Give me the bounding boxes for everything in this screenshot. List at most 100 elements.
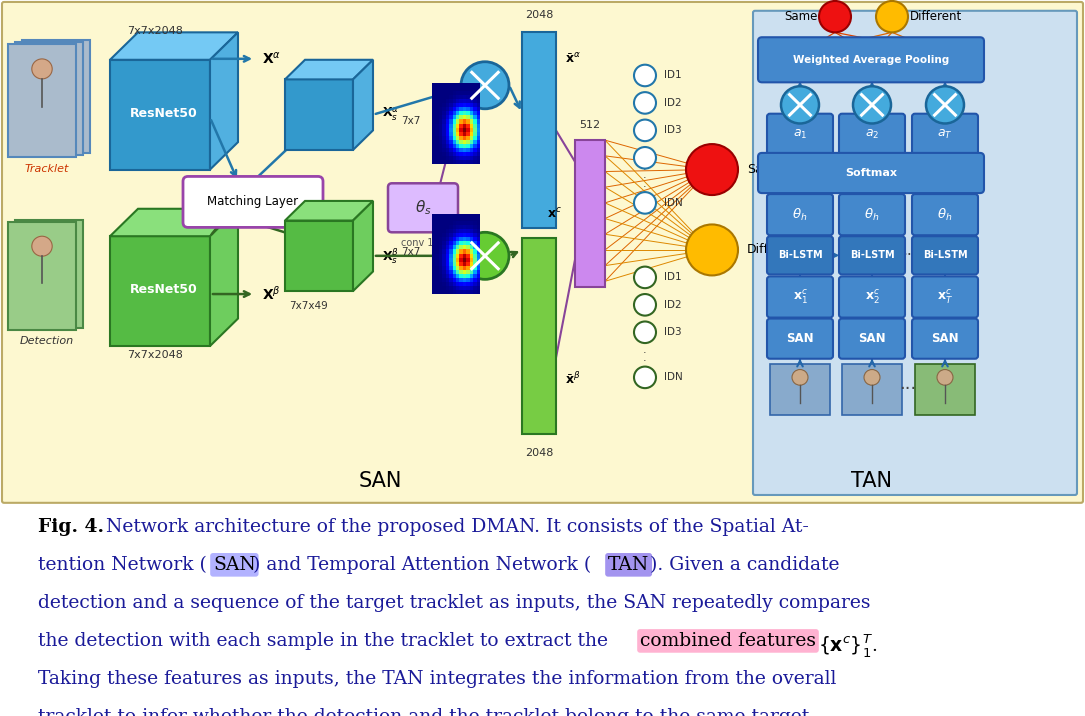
- Circle shape: [39, 57, 60, 77]
- Text: $\mathbf{x}^c$: $\mathbf{x}^c$: [547, 207, 562, 221]
- FancyBboxPatch shape: [767, 114, 833, 155]
- Polygon shape: [110, 60, 210, 170]
- Circle shape: [686, 144, 738, 195]
- FancyBboxPatch shape: [839, 194, 905, 236]
- Text: Same: Same: [746, 163, 782, 176]
- Text: ID2: ID2: [664, 98, 681, 108]
- Text: ResNet50: ResNet50: [130, 107, 197, 120]
- Text: conv 1x1: conv 1x1: [400, 238, 445, 248]
- Text: the detection with each sample in the tracklet to extract the: the detection with each sample in the tr…: [38, 632, 608, 650]
- Text: ) and Temporal Attention Network (: ) and Temporal Attention Network (: [253, 556, 591, 574]
- FancyBboxPatch shape: [767, 276, 833, 318]
- Text: 7x7x49: 7x7x49: [289, 301, 328, 311]
- Circle shape: [31, 59, 52, 79]
- Text: $\theta_s$: $\theta_s$: [414, 198, 432, 217]
- FancyBboxPatch shape: [912, 114, 978, 155]
- Circle shape: [31, 236, 52, 256]
- Text: IDN: IDN: [664, 198, 682, 208]
- FancyBboxPatch shape: [753, 11, 1077, 495]
- Text: $a_2$: $a_2$: [865, 127, 879, 141]
- Text: 2048: 2048: [525, 448, 553, 458]
- Circle shape: [634, 192, 656, 213]
- Polygon shape: [353, 201, 373, 291]
- Text: Matching Layer: Matching Layer: [207, 195, 298, 208]
- Text: $a_T$: $a_T$: [937, 127, 953, 141]
- Circle shape: [792, 369, 808, 385]
- FancyBboxPatch shape: [758, 37, 984, 82]
- Text: ID3: ID3: [664, 327, 681, 337]
- FancyBboxPatch shape: [770, 364, 830, 415]
- Text: ). Given a candidate: ). Given a candidate: [650, 556, 840, 574]
- Text: SAN: SAN: [931, 332, 959, 345]
- FancyBboxPatch shape: [842, 364, 902, 415]
- Text: ID1: ID1: [664, 70, 681, 80]
- Text: Bi-LSTM: Bi-LSTM: [850, 251, 894, 261]
- Circle shape: [853, 86, 891, 123]
- FancyBboxPatch shape: [767, 319, 833, 359]
- Circle shape: [634, 64, 656, 86]
- Text: ·
·
·: · · ·: [643, 339, 647, 367]
- Text: detection and a sequence of the target tracklet as inputs, the SAN repeatedly co: detection and a sequence of the target t…: [38, 594, 870, 612]
- FancyBboxPatch shape: [758, 153, 984, 193]
- Polygon shape: [285, 79, 353, 150]
- FancyBboxPatch shape: [839, 319, 905, 359]
- Text: Fig. 4.: Fig. 4.: [38, 518, 104, 536]
- Text: SAN: SAN: [358, 471, 401, 491]
- Text: TAN: TAN: [608, 556, 649, 574]
- FancyBboxPatch shape: [912, 194, 978, 236]
- Text: ResNet50: ResNet50: [130, 283, 197, 296]
- FancyBboxPatch shape: [915, 364, 975, 415]
- Text: Different: Different: [746, 243, 802, 256]
- Text: Tracklet: Tracklet: [25, 164, 69, 174]
- FancyBboxPatch shape: [388, 183, 458, 232]
- Text: tention Network (: tention Network (: [38, 556, 207, 574]
- Text: 2048: 2048: [525, 9, 553, 19]
- Polygon shape: [285, 201, 373, 221]
- Text: $\theta_h$: $\theta_h$: [865, 207, 880, 223]
- Circle shape: [46, 55, 66, 74]
- Text: ID2: ID2: [664, 300, 681, 310]
- Text: Softmax: Softmax: [845, 168, 897, 178]
- Circle shape: [634, 294, 656, 316]
- Circle shape: [634, 321, 656, 343]
- Text: Taking these features as inputs, the TAN integrates the information from the ove: Taking these features as inputs, the TAN…: [38, 670, 837, 688]
- FancyBboxPatch shape: [912, 319, 978, 359]
- FancyBboxPatch shape: [575, 140, 605, 287]
- FancyBboxPatch shape: [839, 276, 905, 318]
- Text: Bi-LSTM: Bi-LSTM: [778, 251, 822, 261]
- Polygon shape: [285, 60, 373, 79]
- Text: $\mathbf{x}_1^c$: $\mathbf{x}_1^c$: [792, 289, 807, 306]
- Circle shape: [937, 369, 953, 385]
- Circle shape: [686, 224, 738, 276]
- FancyBboxPatch shape: [8, 44, 76, 157]
- Text: tracklet to infer whether the detection and the tracklet belong to the same targ: tracklet to infer whether the detection …: [38, 708, 815, 716]
- Text: $\{\mathbf{x}^c\}_1^T$.: $\{\mathbf{x}^c\}_1^T$.: [818, 632, 877, 659]
- Text: ID1: ID1: [664, 272, 681, 282]
- Circle shape: [634, 147, 656, 168]
- Text: Detection: Detection: [20, 337, 74, 347]
- Text: $\bar{\mathbf{x}}^{\alpha}$: $\bar{\mathbf{x}}^{\alpha}$: [565, 52, 580, 66]
- Text: $\bar{\mathbf{x}}^{\beta}$: $\bar{\mathbf{x}}^{\beta}$: [565, 372, 580, 387]
- Text: ···: ···: [899, 380, 917, 398]
- FancyBboxPatch shape: [767, 236, 833, 274]
- FancyBboxPatch shape: [15, 221, 82, 328]
- Circle shape: [634, 367, 656, 388]
- Text: SAN: SAN: [787, 332, 814, 345]
- Text: ·
·
·: · · ·: [643, 165, 647, 192]
- Text: $\mathbf{x}_2^c$: $\mathbf{x}_2^c$: [865, 289, 880, 306]
- Text: 7x7: 7x7: [400, 115, 420, 125]
- Text: 7x7x2048: 7x7x2048: [127, 26, 183, 37]
- FancyBboxPatch shape: [912, 236, 978, 274]
- Circle shape: [819, 1, 851, 32]
- Text: $\mathbf{X}^{\beta}$: $\mathbf{X}^{\beta}$: [261, 285, 281, 303]
- FancyBboxPatch shape: [8, 223, 76, 330]
- Text: Bi-LSTM: Bi-LSTM: [922, 251, 968, 261]
- Circle shape: [461, 232, 509, 279]
- FancyBboxPatch shape: [22, 40, 90, 153]
- Text: SAN: SAN: [858, 332, 885, 345]
- Text: $\theta_h$: $\theta_h$: [792, 207, 807, 223]
- Polygon shape: [110, 209, 238, 236]
- Circle shape: [634, 120, 656, 141]
- FancyBboxPatch shape: [839, 114, 905, 155]
- FancyBboxPatch shape: [839, 236, 905, 274]
